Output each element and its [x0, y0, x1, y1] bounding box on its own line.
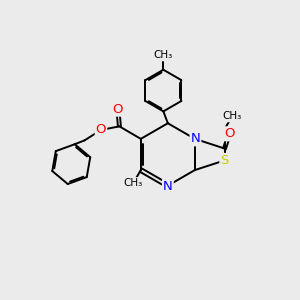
- Text: O: O: [96, 123, 106, 136]
- Text: O: O: [224, 127, 235, 140]
- Text: S: S: [220, 154, 229, 167]
- Text: CH₃: CH₃: [222, 111, 242, 122]
- Text: CH₃: CH₃: [154, 50, 173, 61]
- Text: N: N: [163, 180, 173, 193]
- Text: N: N: [190, 132, 200, 146]
- Text: O: O: [113, 103, 123, 116]
- Text: CH₃: CH₃: [124, 178, 143, 188]
